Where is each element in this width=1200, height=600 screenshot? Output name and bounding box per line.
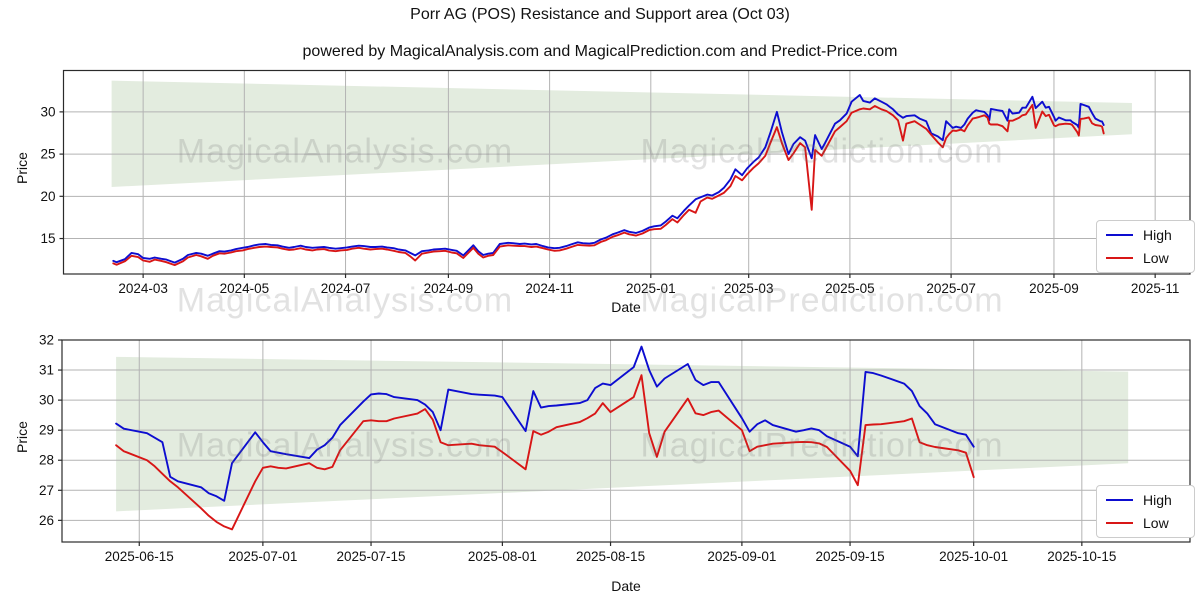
main-low-line — [112, 103, 1105, 267]
zoom-xtick-label: 2025-08-15 — [576, 549, 645, 564]
main-high-line — [112, 94, 1105, 264]
legend-item-low: Low — [1106, 515, 1184, 531]
watermark-magicalprediction-middle: MagicalPrediction.com — [640, 281, 1004, 320]
watermark-magicalprediction-bottom: MagicalPrediction.com — [640, 426, 1004, 465]
zoom-ytick-label: 28 — [39, 453, 54, 468]
legend-low-label: Low — [1143, 250, 1169, 266]
low-line-swatch — [1106, 522, 1133, 524]
zoom-xtick-label: 2025-09-15 — [816, 549, 885, 564]
main-xtick-label: 2025-07 — [926, 281, 976, 296]
watermark-magicalanalysis-top: MagicalAnalysis.com — [176, 132, 514, 171]
zoom-ytick-label: 32 — [39, 333, 54, 348]
main-xtick-label: 2025-03 — [724, 281, 774, 296]
main-ytick-label: 15 — [40, 231, 55, 246]
zoom-ytick-label: 31 — [39, 363, 54, 378]
top-chart-legend: High Low — [1096, 220, 1195, 273]
zoom-xtick-label: 2025-06-15 — [105, 549, 174, 564]
zoom-ytick-label: 29 — [39, 423, 54, 438]
legend-item-low: Low — [1106, 250, 1184, 266]
main-xtick-label: 2024-05 — [220, 281, 270, 296]
legend-low-label: Low — [1143, 515, 1169, 531]
zoom-axes-box — [61, 339, 1191, 543]
low-line-swatch — [1106, 257, 1133, 259]
main-xtick-label: 2024-11 — [525, 281, 574, 296]
watermark-magicalprediction-top: MagicalPrediction.com — [640, 132, 1004, 171]
legend-high-label: High — [1143, 227, 1172, 243]
main-xtick-label: 2024-09 — [424, 281, 474, 296]
zoom-xtick-label: 2025-07-15 — [337, 549, 406, 564]
top-chart-xlabel: Date — [611, 299, 641, 315]
chart-subtitle: powered by MagicalAnalysis.com and Magic… — [302, 43, 898, 60]
main-ytick-label: 20 — [40, 189, 55, 204]
zoom-ytick-label: 30 — [39, 393, 54, 408]
main-axes-box — [62, 69, 1191, 275]
bottom-chart-ylabel: Price — [14, 421, 30, 453]
watermark-magicalanalysis-middle: MagicalAnalysis.com — [176, 281, 514, 320]
main-xtick-label: 2025-09 — [1029, 281, 1079, 296]
zoom-xtick-label: 2025-08-01 — [468, 549, 537, 564]
legend-high-label: High — [1143, 492, 1172, 508]
legend-item-high: High — [1106, 227, 1184, 243]
main-ytick-label: 25 — [40, 147, 55, 162]
main-xtick-label: 2024-07 — [321, 281, 371, 296]
high-line-swatch — [1106, 499, 1133, 501]
zoom-xtick-label: 2025-10-15 — [1047, 549, 1116, 564]
zoom-ytick-label: 27 — [39, 483, 54, 498]
zoom-high-line — [115, 345, 975, 502]
top-chart-ylabel: Price — [14, 152, 30, 184]
zoom-low-line — [115, 374, 975, 531]
watermark-magicalanalysis-bottom: MagicalAnalysis.com — [176, 426, 514, 465]
legend-item-high: High — [1106, 492, 1184, 508]
bottom-chart-legend: High Low — [1096, 485, 1195, 538]
high-line-swatch — [1106, 234, 1133, 236]
main-xtick-label: 2025-05 — [825, 281, 875, 296]
zoom-xtick-label: 2025-07-01 — [228, 549, 297, 564]
bottom-chart-xlabel: Date — [611, 578, 641, 594]
main-xtick-label: 2025-11 — [1131, 281, 1180, 296]
zoom-ytick-label: 26 — [39, 513, 54, 528]
main-ytick-label: 30 — [40, 104, 55, 119]
zoom-xtick-label: 2025-09-01 — [707, 549, 776, 564]
main-xtick-label: 2025-01 — [626, 281, 676, 296]
zoom-xtick-label: 2025-10-01 — [939, 549, 1008, 564]
chart-title: Porr AG (POS) Resistance and Support are… — [410, 6, 790, 23]
main-xtick-label: 2024-03 — [118, 281, 168, 296]
